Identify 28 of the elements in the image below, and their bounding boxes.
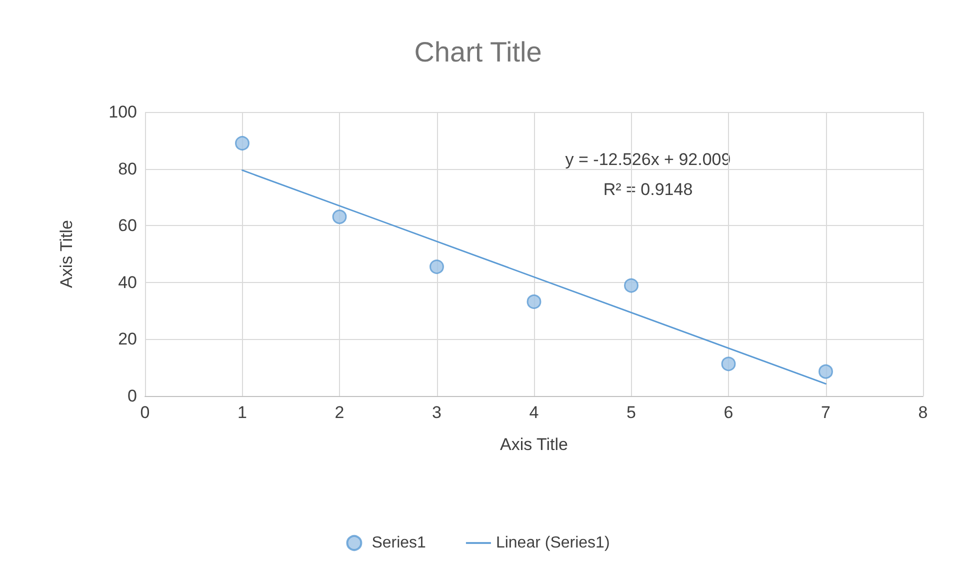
y-axis-title: Axis Title	[57, 220, 76, 288]
point	[624, 278, 638, 293]
x-tick-label: 8	[918, 403, 928, 422]
x-tick-label: 2	[334, 403, 344, 422]
annotation: y = -12.526x + 92.009	[565, 150, 731, 169]
point	[235, 136, 250, 150]
point	[332, 210, 347, 224]
x-tick-label: 7	[821, 403, 830, 422]
x-tick-label: 5	[626, 403, 636, 422]
x-tick-label: 6	[724, 403, 734, 422]
point	[430, 260, 444, 274]
chart-title: Chart Title	[414, 36, 542, 68]
y-tick-label: 40	[118, 272, 137, 292]
x-tick-label: 0	[140, 403, 150, 422]
legend-label: Series1	[372, 534, 426, 552]
point	[526, 294, 542, 309]
x-tick-label: 3	[432, 403, 442, 422]
x-tick-label: 1	[238, 403, 247, 422]
x-axis-title: Axis Title	[500, 435, 568, 454]
y-tick-label: 80	[118, 159, 137, 178]
point	[818, 364, 833, 379]
x-tick-label: 4	[529, 403, 539, 422]
y-tick-label: 0	[128, 386, 137, 406]
y-tick-label: 100	[108, 102, 137, 122]
point	[721, 356, 736, 372]
y-tick-label: 20	[118, 330, 137, 349]
y-tick-label: 60	[118, 216, 137, 236]
legend-label: Linear (Series1)	[496, 534, 610, 552]
